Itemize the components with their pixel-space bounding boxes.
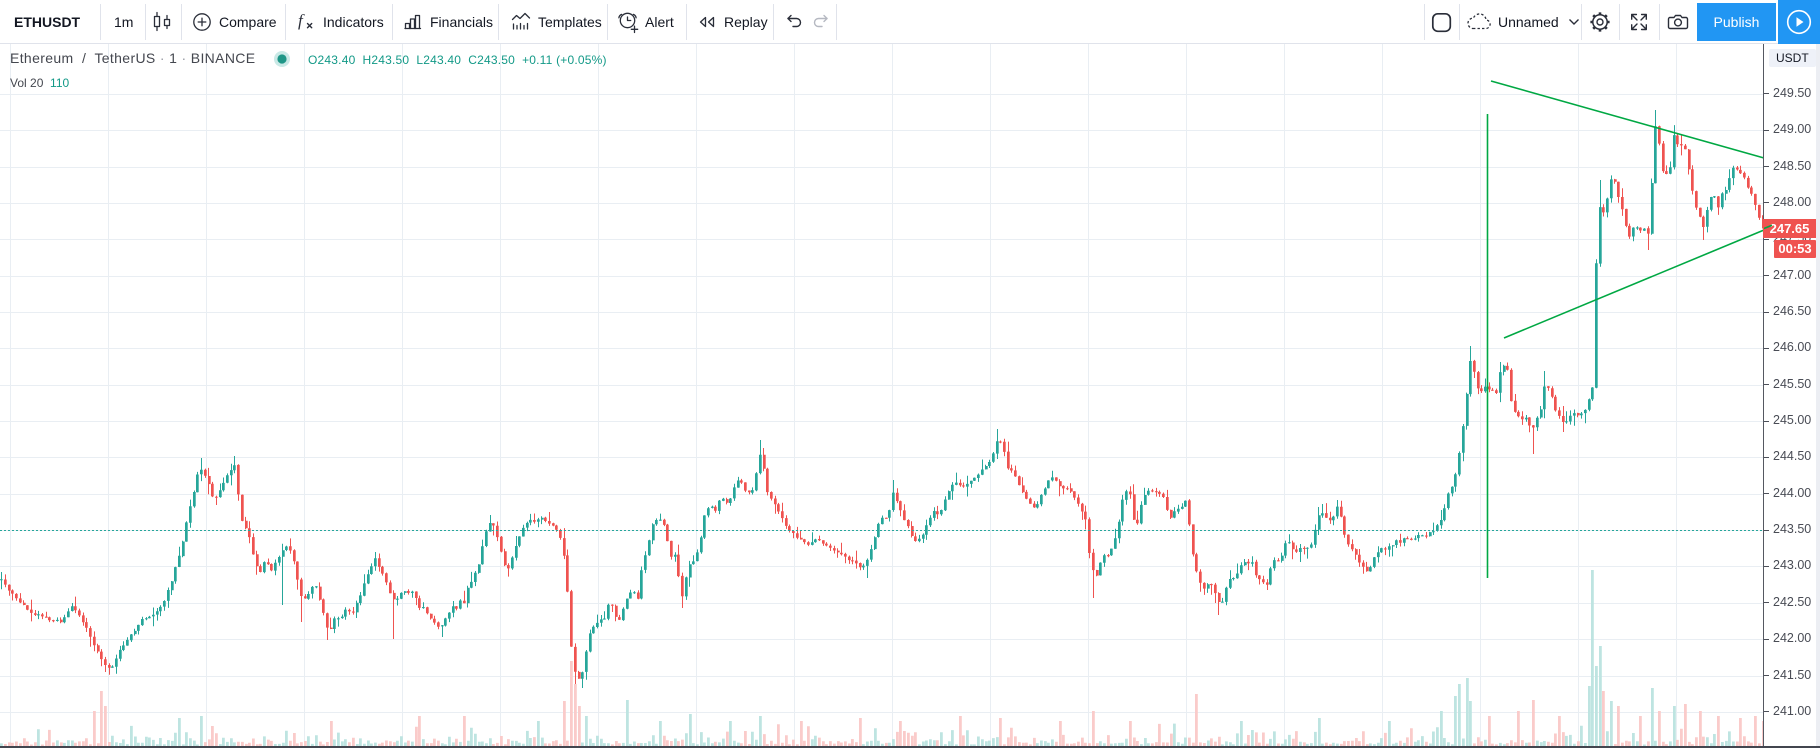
svg-text:f: f xyxy=(298,11,305,30)
